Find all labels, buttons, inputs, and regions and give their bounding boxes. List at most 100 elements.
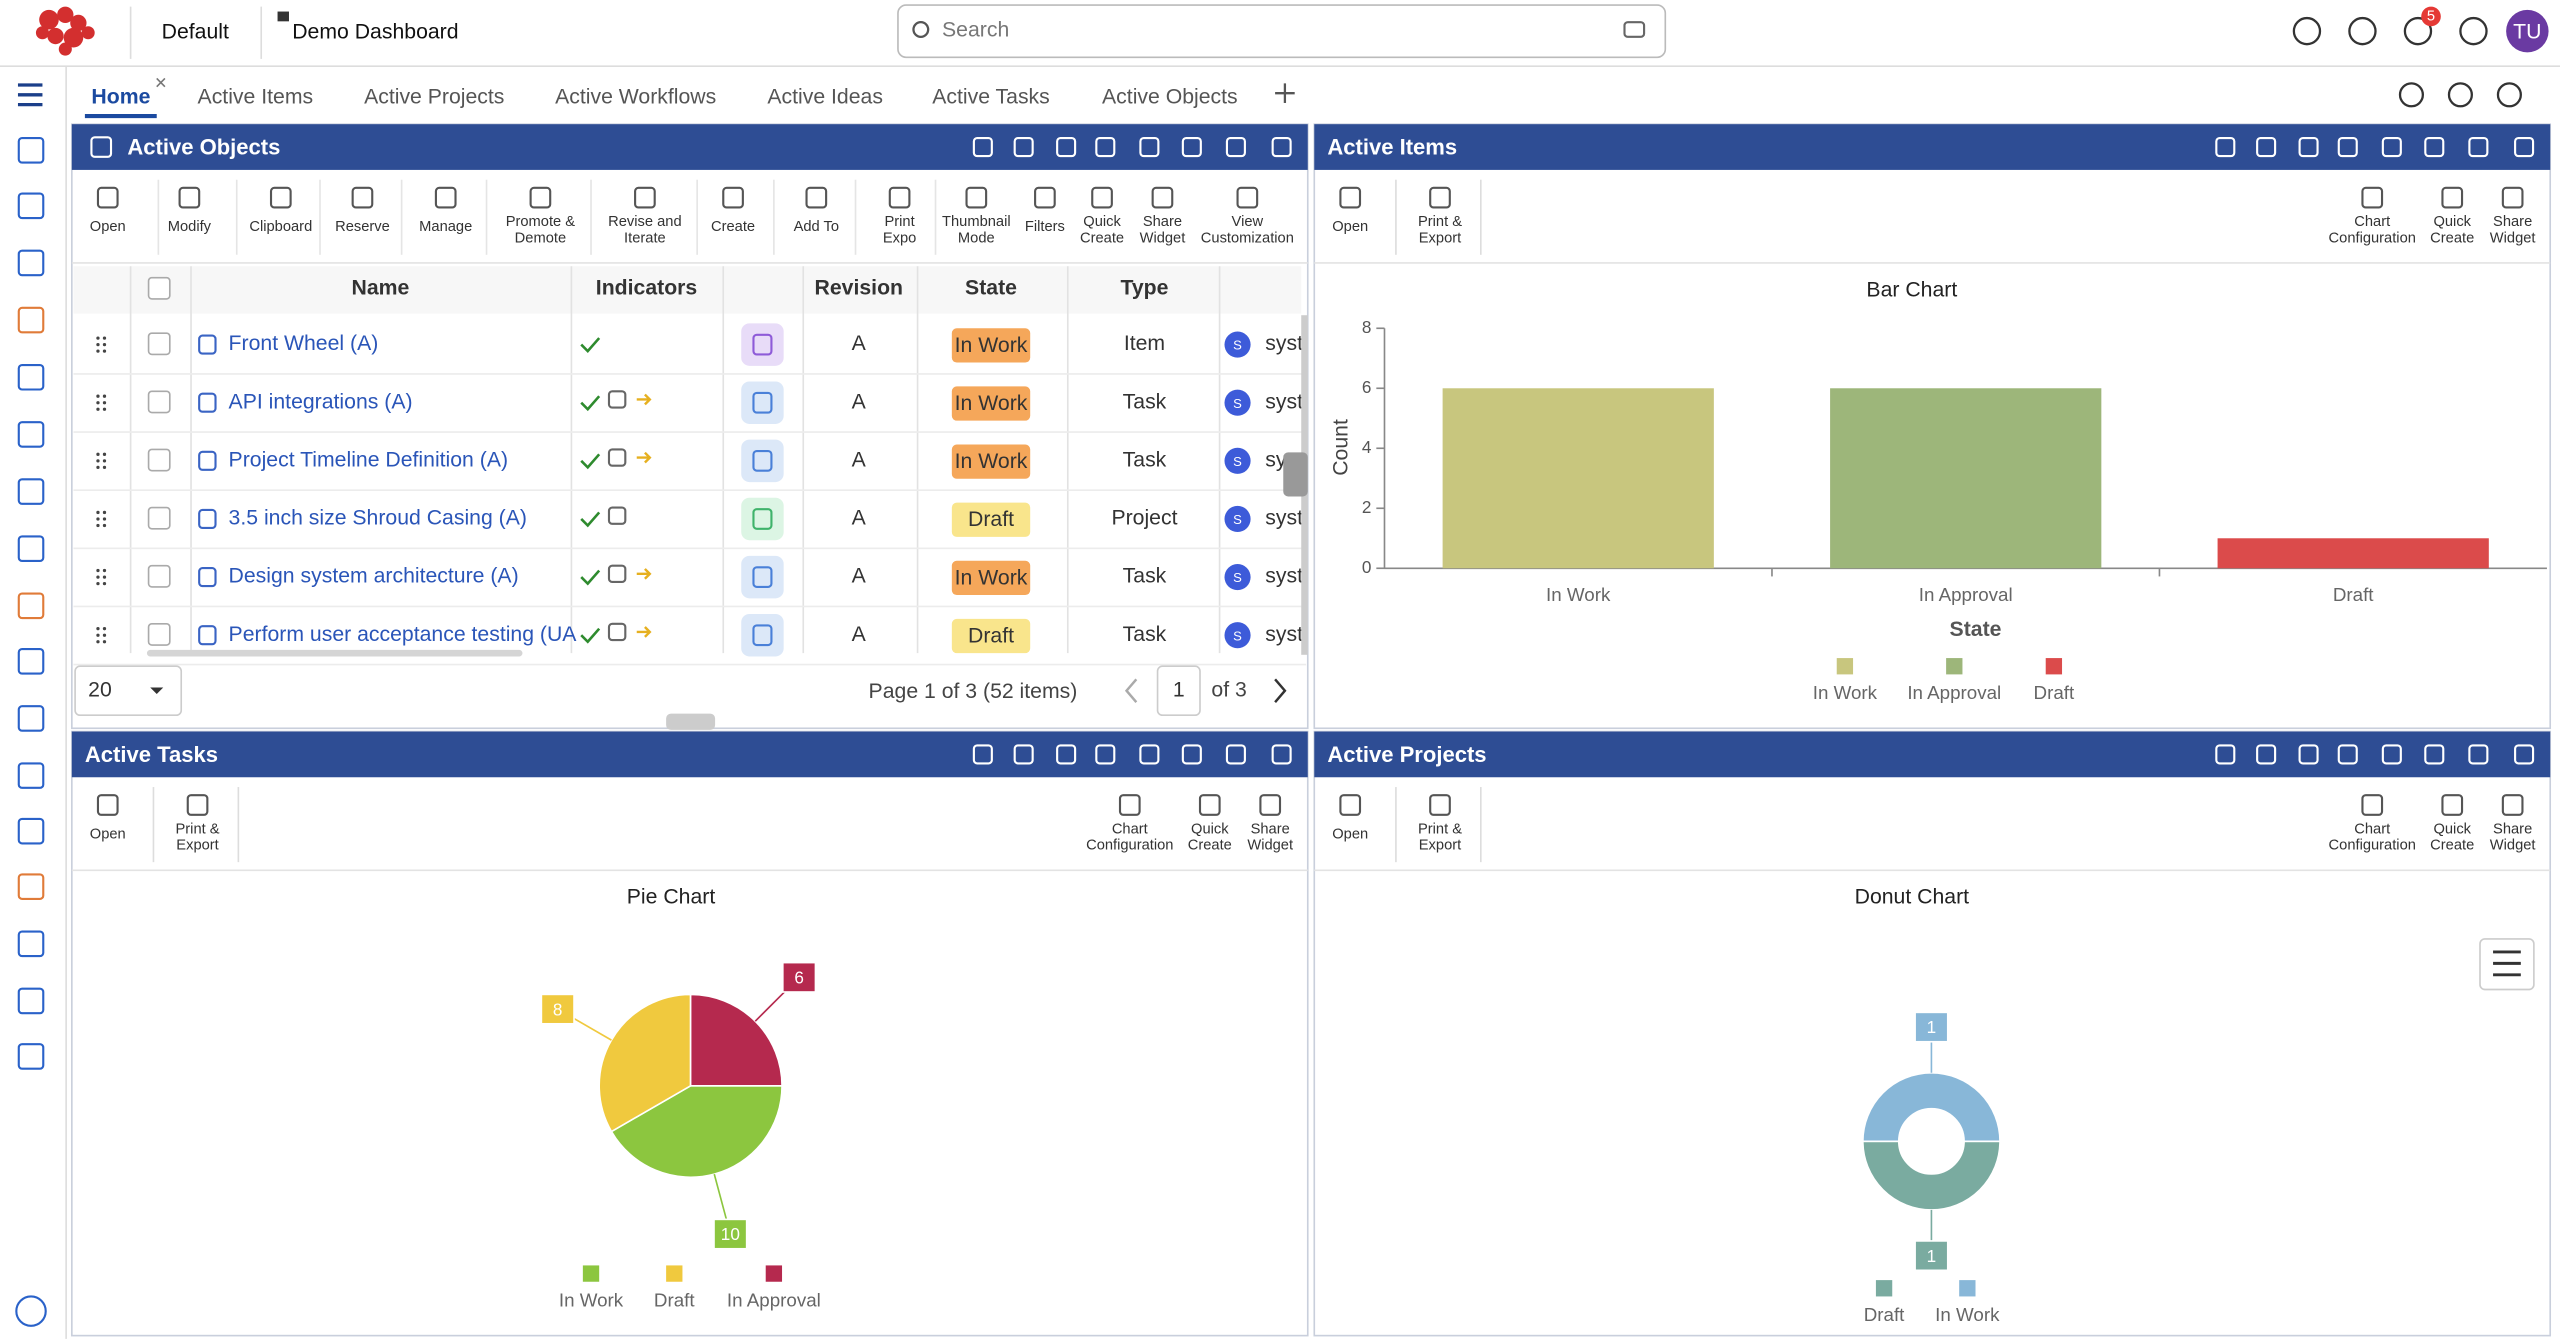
toolbar-label[interactable]: Customization (1201, 230, 1294, 246)
toolbar-label[interactable]: Iterate (624, 230, 666, 246)
tab[interactable]: Active Items (198, 86, 314, 109)
widget-header-icon[interactable] (1225, 137, 1246, 158)
next-page[interactable] (1274, 678, 1287, 703)
sidebar-icon[interactable] (17, 705, 45, 732)
toolbar-label[interactable]: Export (1419, 230, 1461, 246)
toolbar-label[interactable]: Quick (1083, 214, 1121, 230)
sidebar-icon[interactable] (17, 421, 45, 448)
toolbar-icon[interactable] (1118, 794, 1141, 816)
widget-header-icon[interactable] (2298, 744, 2319, 765)
toolbar-icon[interactable] (434, 186, 457, 209)
toolbar-label[interactable]: Open (90, 219, 126, 235)
toolbar-label[interactable]: Chart (2354, 214, 2390, 230)
toolbar-icon[interactable] (805, 186, 828, 209)
toolbar-icon[interactable] (1151, 186, 1174, 209)
toolbar-label[interactable]: Chart (1112, 821, 1148, 837)
toolbar-label[interactable]: Share (2493, 214, 2532, 230)
toolbar-label[interactable]: View (1232, 214, 1264, 230)
tab-bar-icon[interactable] (2496, 82, 2522, 108)
widget-header-icon[interactable] (2215, 744, 2236, 765)
search-box[interactable] (897, 4, 1667, 59)
widget-header-icon[interactable] (2381, 137, 2402, 158)
toolbar-label[interactable]: Export (176, 838, 218, 854)
tab-bar-icon[interactable] (2447, 82, 2473, 108)
toolbar-icon[interactable] (351, 186, 374, 209)
checkbox[interactable] (147, 332, 171, 356)
toolbar-label[interactable]: Widget (2490, 230, 2536, 246)
toolbar-label[interactable]: Create (2430, 230, 2474, 246)
tab-bar-icon[interactable] (2398, 82, 2424, 108)
toolbar-icon[interactable] (186, 794, 209, 816)
sidebar-icon[interactable] (17, 137, 45, 164)
toolbar-label[interactable]: Promote & (506, 214, 576, 230)
sidebar-icon[interactable] (17, 363, 45, 391)
sidebar-icon[interactable] (17, 930, 45, 958)
sidebar-icon[interactable] (17, 249, 45, 277)
widget-header-icon[interactable] (1013, 744, 1034, 765)
widget-header-icon[interactable] (1181, 137, 1202, 158)
widget-header-icon[interactable] (2468, 744, 2489, 765)
widget-header-icon[interactable] (2424, 744, 2445, 765)
toolbar-icon[interactable] (1259, 794, 1282, 816)
toolbar-icon[interactable] (1091, 186, 1113, 209)
header-icon[interactable] (2459, 16, 2488, 46)
toolbar-label[interactable]: Chart (2354, 821, 2390, 837)
header-icon[interactable] (2348, 16, 2377, 46)
toolbar-label[interactable]: Open (90, 826, 126, 842)
page-size-select[interactable] (74, 665, 183, 717)
toolbar-icon[interactable] (2361, 794, 2384, 816)
toolbar-label[interactable]: Reserve (335, 219, 390, 235)
widget-header-icon[interactable] (1095, 137, 1116, 158)
object-name[interactable]: Project Timeline Definition (A) (229, 448, 508, 471)
toolbar-label[interactable]: Mode (958, 230, 995, 246)
widget-header-icon[interactable] (1139, 137, 1160, 158)
widget-header-icon[interactable] (1139, 744, 1160, 765)
toolbar-label[interactable]: Configuration (1086, 838, 1173, 854)
widget-header-icon[interactable] (2337, 744, 2358, 765)
tab[interactable]: Active Workflows (555, 86, 716, 109)
toolbar-label[interactable]: Clipboard (249, 219, 312, 235)
toolbar-label[interactable]: Open (1332, 219, 1368, 235)
widget-header-icon[interactable] (972, 744, 993, 765)
sidebar-icon[interactable] (17, 592, 45, 620)
widget-header-icon[interactable] (1056, 744, 1077, 765)
widget-header-icon[interactable] (2215, 137, 2236, 158)
toolbar-icon[interactable] (2441, 794, 2464, 816)
toolbar-icon[interactable] (1236, 186, 1259, 209)
toolbar-label[interactable]: Create (1080, 230, 1124, 246)
toolbar-label[interactable]: Quick (1191, 821, 1229, 837)
toolbar-label[interactable]: Quick (2433, 821, 2471, 837)
widget-header-icon[interactable] (2424, 137, 2445, 158)
toolbar-label[interactable]: Add To (794, 219, 839, 235)
toolbar-icon[interactable] (1198, 794, 1221, 816)
toolbar-label[interactable]: Share (1251, 821, 1290, 837)
tab[interactable]: Active Ideas (767, 86, 883, 109)
widget-header-icon[interactable] (1225, 744, 1246, 765)
toolbar-label[interactable]: Widget (2490, 838, 2536, 854)
toolbar-icon[interactable] (1034, 186, 1056, 209)
toolbar-icon[interactable] (1339, 794, 1362, 816)
widget-header-icon[interactable] (2381, 744, 2402, 765)
search-filter-icon[interactable] (1623, 21, 1646, 38)
toolbar-icon[interactable] (2441, 186, 2464, 209)
tab[interactable]: Home (91, 86, 150, 109)
toolbar-label[interactable]: Print & (1418, 821, 1462, 837)
dashboard-name[interactable]: Demo Dashboard (292, 20, 458, 43)
sidebar-icon[interactable] (17, 762, 45, 789)
widget-header-icon[interactable] (2337, 137, 2358, 158)
toolbar-label[interactable]: Export (1419, 838, 1461, 854)
sidebar-icon[interactable] (17, 817, 45, 845)
toolbar-icon[interactable] (965, 186, 988, 209)
toolbar-icon[interactable] (888, 186, 911, 209)
checkbox[interactable] (147, 622, 171, 646)
toolbar-icon[interactable] (529, 186, 552, 209)
toolbar-label[interactable]: Expo (883, 230, 916, 246)
tab[interactable]: Active Tasks (932, 86, 1050, 109)
toolbar-label[interactable]: Quick (2433, 214, 2471, 230)
sidebar-icon[interactable] (17, 1043, 45, 1070)
toolbar-label[interactable]: Configuration (2329, 230, 2416, 246)
toolbar-icon[interactable] (269, 186, 292, 209)
checkbox[interactable] (147, 448, 171, 472)
toolbar-label[interactable]: Widget (1247, 838, 1293, 854)
toolbar-label[interactable]: Filters (1025, 219, 1065, 235)
